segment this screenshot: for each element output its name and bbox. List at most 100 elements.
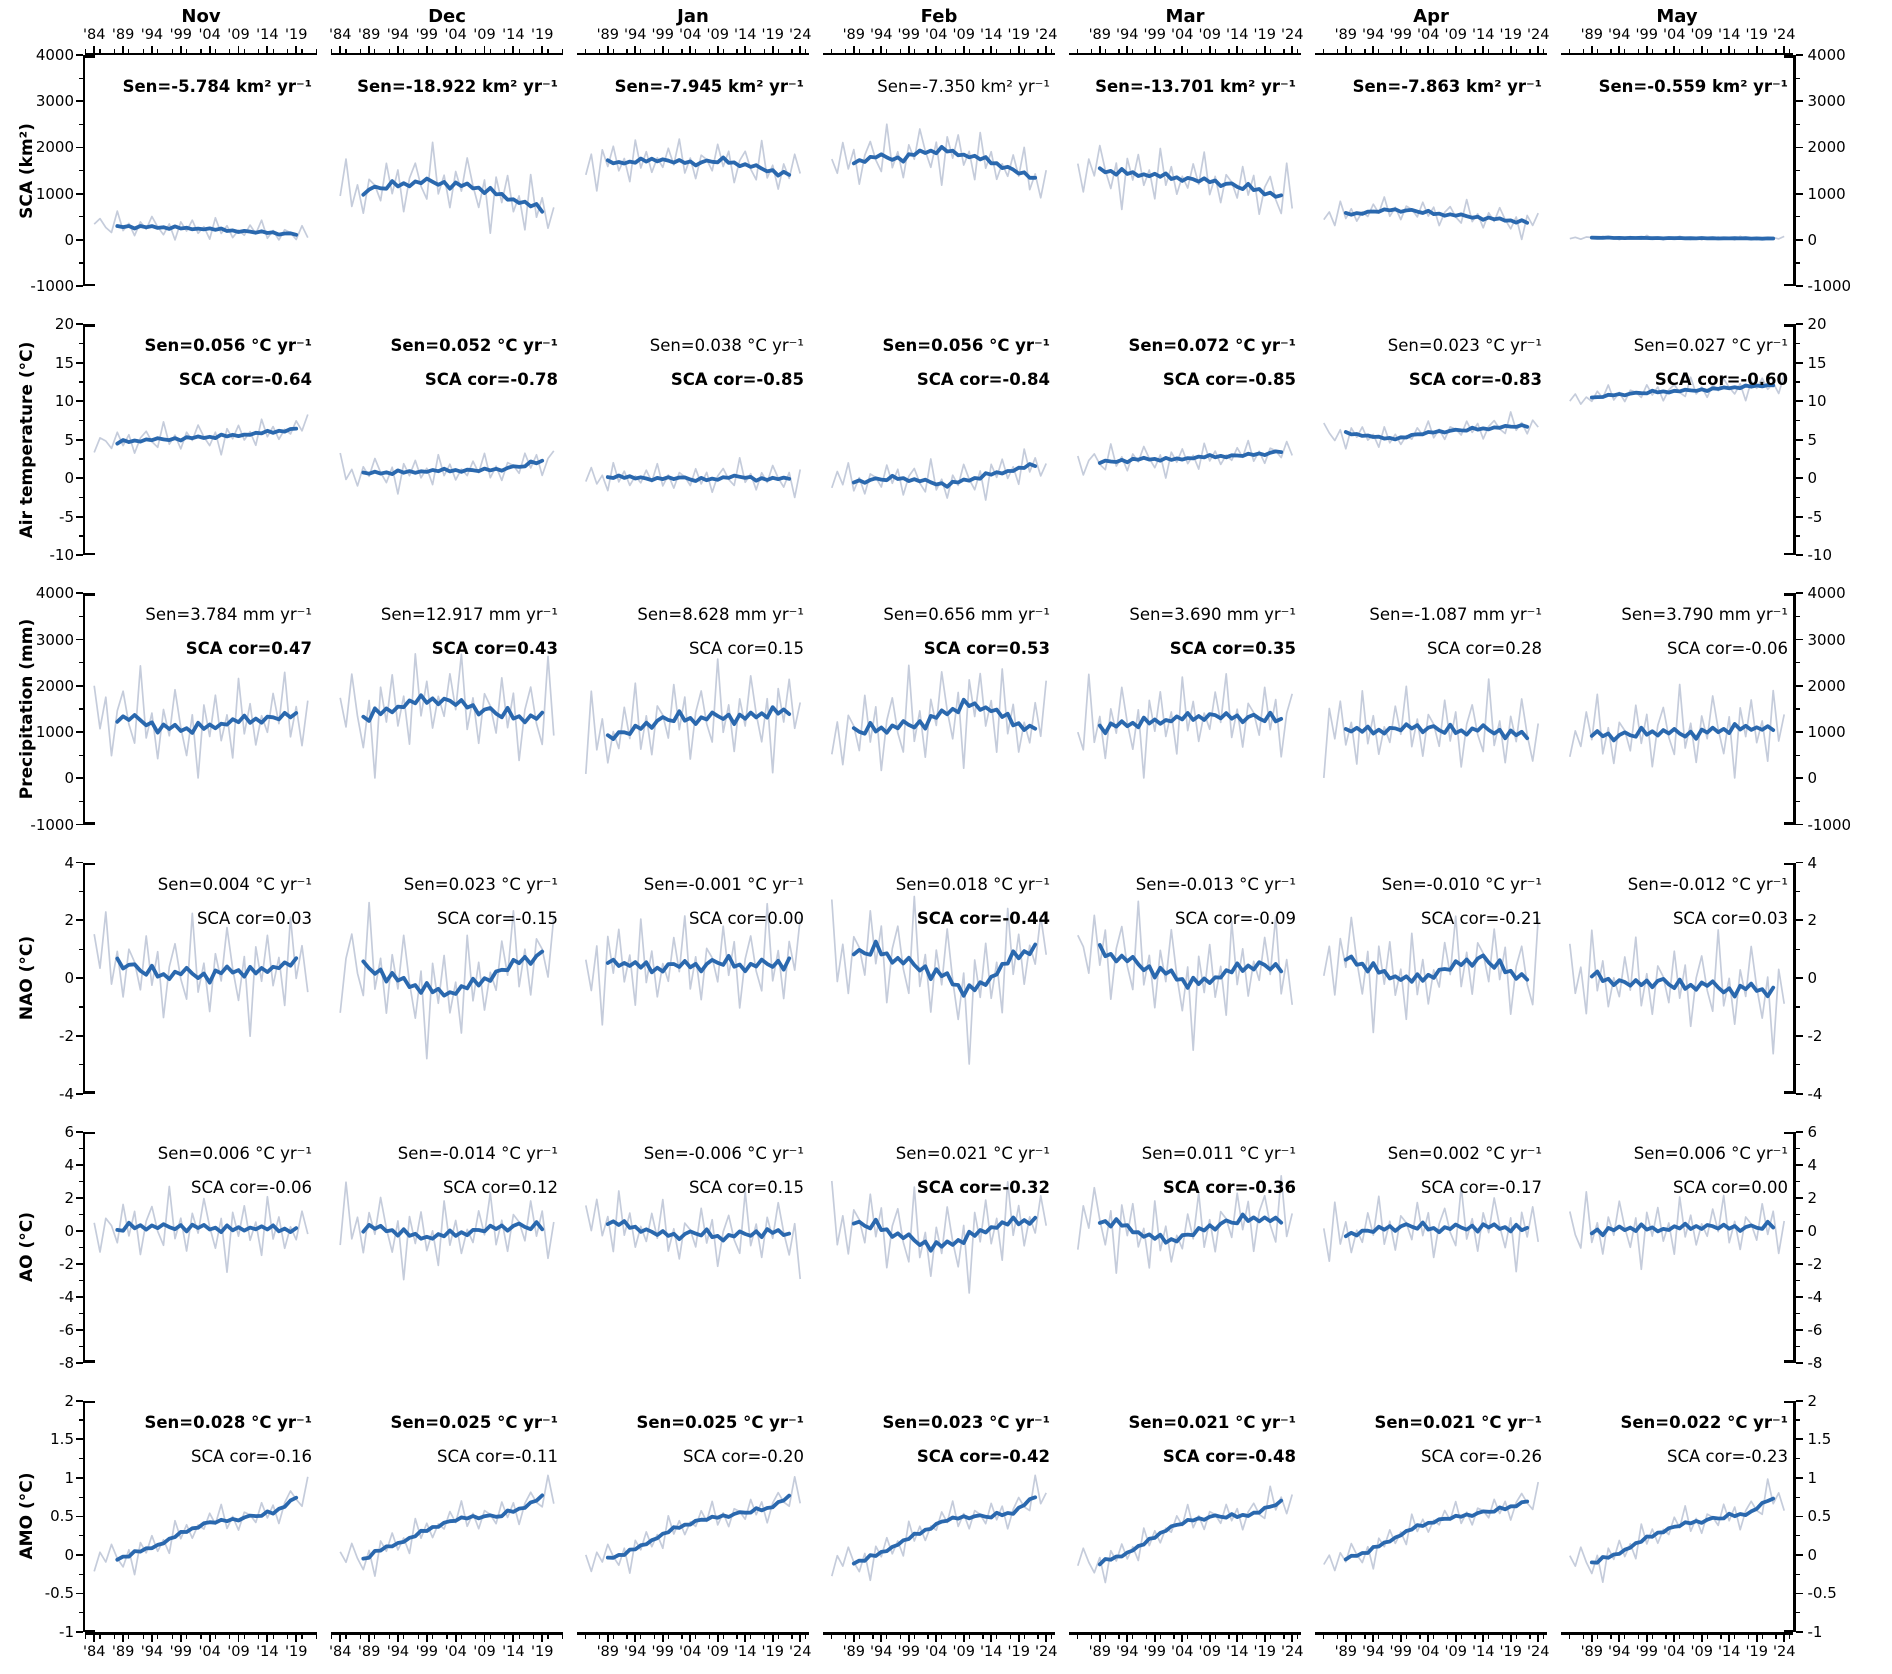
x-minor-tick <box>612 48 614 53</box>
x-tick-label: '19 <box>1499 27 1522 43</box>
y-minor-tick <box>78 1006 83 1008</box>
panel-air_temperature-nov: Sen=0.056 °C yr⁻¹ SCA cor=-0.64 <box>85 324 317 555</box>
x-major-tick <box>1344 1634 1347 1642</box>
top-axis-spine <box>1315 52 1547 55</box>
x-minor-tick <box>1090 48 1093 53</box>
x-major-tick <box>368 1634 370 1642</box>
panel-sca-mar: Sen=-13.701 km² yr⁻¹ <box>1069 55 1301 286</box>
x-minor-tick <box>626 1634 628 1639</box>
x-minor-tick <box>286 48 289 53</box>
x-minor-tick <box>431 1634 434 1639</box>
x-tick-label: '14 <box>1226 27 1249 43</box>
x-minor-tick <box>1789 48 1791 53</box>
chart-canvas-nao-feb <box>830 895 1048 1065</box>
raw-series-line <box>1323 196 1539 241</box>
sca-correlation-annotation: SCA cor=-0.23 <box>1667 1446 1788 1466</box>
trend-series-line <box>605 1218 792 1243</box>
x-minor-tick <box>941 48 943 53</box>
y-tick-label: 1000 <box>1807 723 1846 742</box>
y-minor-tick <box>1795 1419 1800 1421</box>
x-major-tick <box>1645 1634 1648 1642</box>
x-tick-label: '99 <box>651 1644 674 1660</box>
sen-slope-annotation: Sen=0.022 °C yr⁻¹ <box>1620 1412 1788 1432</box>
left-axis-spine-cap <box>82 1360 95 1363</box>
x-tick-label: '09 <box>1198 27 1221 43</box>
top-axis-spine <box>85 52 317 55</box>
x-major-tick <box>339 45 342 53</box>
y-tick-label: 0 <box>1807 769 1818 788</box>
x-tick-label: '04 <box>198 1644 221 1660</box>
sca-correlation-annotation: SCA cor=-0.17 <box>1421 1177 1542 1197</box>
y-tick-label: 1000 <box>35 723 74 742</box>
column-header-dec: Dec <box>428 6 466 27</box>
chart-canvas-amo-mar <box>1076 1485 1294 1584</box>
y-tick-label: 1.5 <box>1807 1430 1832 1449</box>
y-major-tick <box>1795 323 1803 326</box>
x-major-tick <box>880 1634 883 1642</box>
x-major-tick <box>1236 1634 1239 1642</box>
x-minor-tick <box>1446 48 1449 53</box>
x-minor-tick <box>1023 1634 1025 1639</box>
x-major-tick <box>1728 1634 1731 1642</box>
trend-series-line <box>361 458 545 477</box>
x-minor-tick <box>1200 1634 1203 1639</box>
chart-canvas-air_temperature-dec <box>339 450 555 495</box>
x-tick-label: '99 <box>169 1644 193 1660</box>
raw-series-line <box>830 448 1047 502</box>
x-minor-tick <box>695 1634 697 1639</box>
x-tick-label: '09 <box>952 1644 975 1660</box>
trend-series-line <box>1343 207 1530 225</box>
x-minor-tick <box>1569 1634 1571 1639</box>
y-tick-label: 3000 <box>35 630 74 649</box>
raw-series-line <box>1077 899 1294 1051</box>
x-tick-label: '09 <box>227 1644 250 1660</box>
x-tick-label: '04 <box>925 27 948 43</box>
x-minor-tick <box>805 1634 807 1639</box>
x-major-tick <box>1482 45 1485 53</box>
right-axis-spine <box>1793 55 1796 287</box>
x-major-tick <box>990 45 993 53</box>
y-tick-label: 1 <box>64 1468 74 1487</box>
chart-canvas-precipitation-nov <box>93 665 309 780</box>
x-major-tick <box>483 1634 486 1642</box>
x-minor-tick <box>1104 48 1106 53</box>
x-major-tick <box>1017 1634 1020 1642</box>
x-minor-tick <box>1132 48 1134 53</box>
y-major-tick <box>75 1438 83 1441</box>
x-major-tick <box>1755 45 1758 53</box>
chart-canvas-air_temperature-feb <box>830 448 1047 502</box>
y-major-tick <box>75 861 83 864</box>
chart-canvas-sca-nov <box>93 210 309 241</box>
chart-canvas-precipitation-mar <box>1076 673 1294 780</box>
x-minor-tick <box>214 48 216 53</box>
sca-correlation-annotation: SCA cor=-0.84 <box>916 370 1050 390</box>
x-major-tick <box>1673 45 1676 53</box>
y-minor-tick <box>1795 890 1800 892</box>
x-tick-label: '04 <box>1417 27 1440 43</box>
y-tick-label: -6 <box>1807 1320 1823 1339</box>
chart-canvas-precipitation-apr <box>1322 678 1540 779</box>
chart-canvas-air_temperature-mar <box>1076 439 1293 480</box>
y-minor-tick <box>1795 262 1800 264</box>
x-major-tick <box>1181 1634 1184 1642</box>
raw-series-line <box>339 1474 555 1577</box>
y-minor-tick <box>78 1213 83 1215</box>
right-axis-spine <box>1793 1131 1796 1363</box>
sen-slope-annotation: Sen=-18.922 km² yr⁻¹ <box>357 77 558 96</box>
x-minor-tick <box>708 1634 711 1639</box>
x-major-tick <box>990 1634 993 1642</box>
x-minor-tick <box>1720 1634 1722 1639</box>
y-tick-label: -1000 <box>1807 815 1852 834</box>
x-minor-tick <box>1543 1634 1545 1639</box>
row-label-sca: SCA (km²) <box>17 122 37 219</box>
y-minor-tick <box>1795 1246 1800 1248</box>
bottom-axis-spine <box>577 1632 809 1635</box>
sen-slope-annotation: Sen=-0.001 °C yr⁻¹ <box>643 874 804 894</box>
x-minor-tick <box>886 1634 888 1639</box>
x-tick-label: '24 <box>1034 27 1058 43</box>
x-minor-tick <box>388 48 390 53</box>
y-tick-label: 4 <box>64 853 74 872</box>
trend-series-line <box>361 1493 545 1561</box>
x-tick-label: '94 <box>140 27 164 43</box>
trend-series-line <box>1097 942 1284 990</box>
